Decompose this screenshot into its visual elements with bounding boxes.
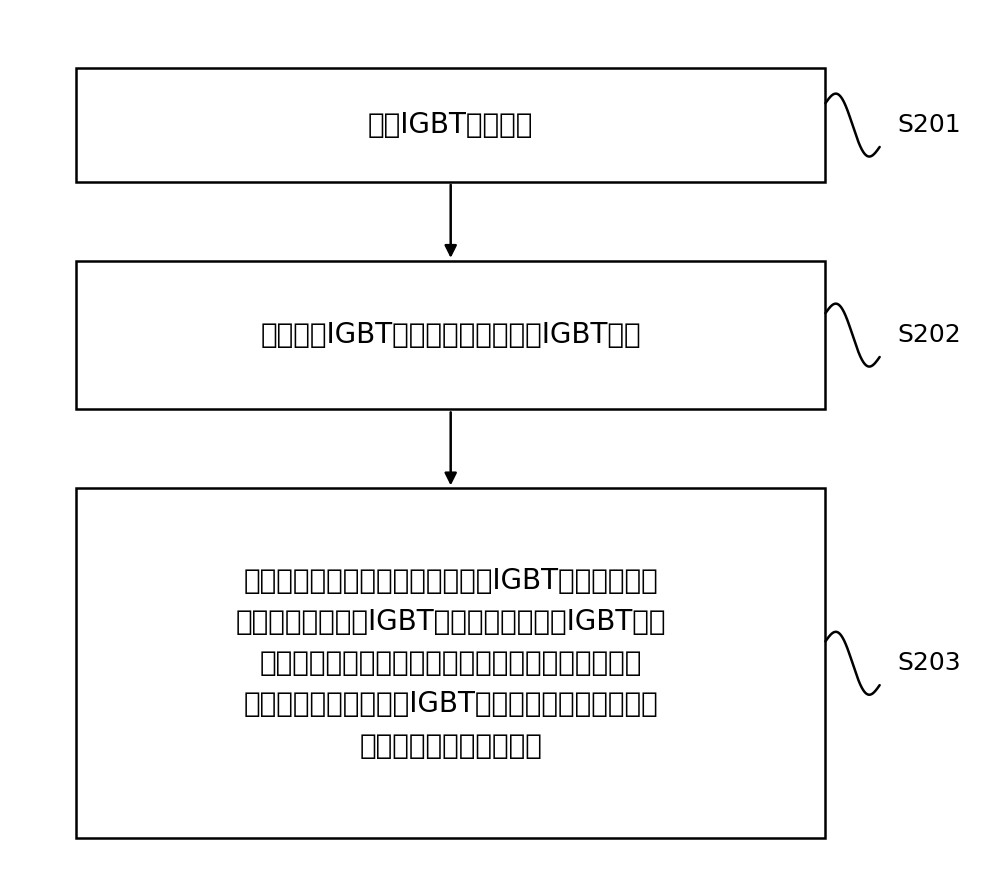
Text: S201: S201 xyxy=(897,113,961,137)
Text: 根据所述IGBT温度信息确定待调整IGBT电路: 根据所述IGBT温度信息确定待调整IGBT电路 xyxy=(260,321,641,349)
Text: 通过分压二极管，调整所述待调整IGBT电路的驱动电
压，使所述待调整IGBT电路的温度与参考IGBT电路
温度之间的差值未超过第一阈值，其中，所述分压二
极管正: 通过分压二极管，调整所述待调整IGBT电路的驱动电 压，使所述待调整IGBT电路… xyxy=(235,567,666,760)
Text: S203: S203 xyxy=(897,652,961,676)
Text: S202: S202 xyxy=(897,323,961,347)
Bar xyxy=(76,260,825,410)
Bar xyxy=(76,488,825,838)
Text: 获取IGBT温度信息: 获取IGBT温度信息 xyxy=(368,111,533,139)
Bar xyxy=(76,68,825,182)
